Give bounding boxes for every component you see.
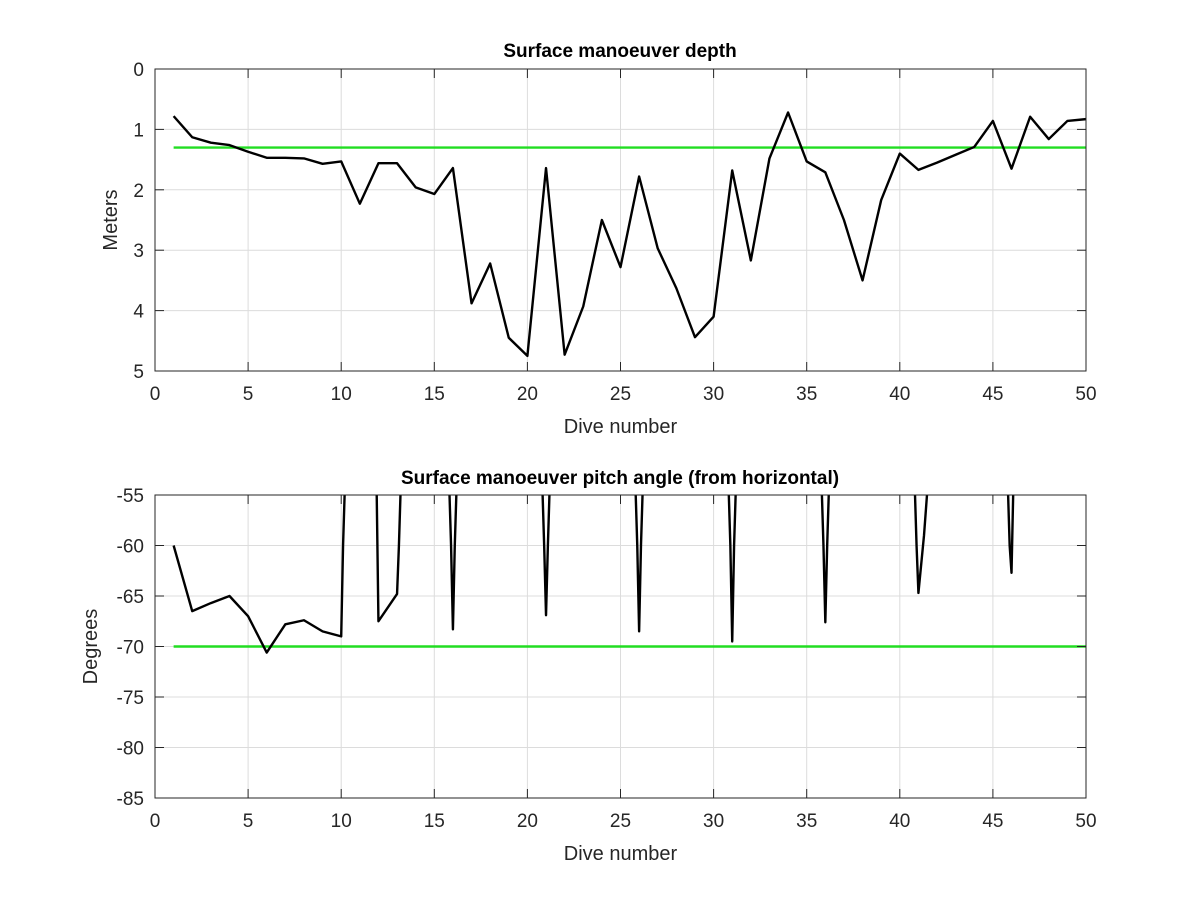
pitch-y-tick-label: -55 [117, 486, 144, 507]
depth-x-tick-label: 35 [796, 384, 817, 405]
pitch-tick-labels: 0 5 10 15 20 25 30 35 40 45 50 -55 -60 -65 -70 -75 -80 -8… [117, 486, 1097, 832]
depth-y-tick-label: 3 [133, 241, 144, 262]
pitch-panel: Surface manoeuver pitch angle (from hori… [80, 468, 1097, 865]
pitch-y-tick-label: -60 [117, 537, 144, 558]
pitch-x-tick-label: 25 [610, 811, 631, 832]
pitch-x-tick-label: 30 [703, 811, 724, 832]
depth-x-tick-label: 0 [150, 384, 161, 405]
pitch-x-tick-label: 35 [796, 811, 817, 832]
depth-x-tick-label: 25 [610, 384, 631, 405]
pitch-x-tick-label: 10 [331, 811, 352, 832]
pitch-x-tick-label: 45 [982, 811, 1003, 832]
pitch-x-tick-label: 50 [1075, 811, 1096, 832]
pitch-x-tick-label: 40 [889, 811, 910, 832]
pitch-ticks [154, 494, 1087, 799]
depth-y-tick-label: 5 [133, 362, 144, 383]
depth-y-axis-label: Meters [100, 189, 122, 250]
pitch-y-tick-label: -70 [117, 638, 144, 659]
depth-x-tick-label: 15 [424, 384, 445, 405]
pitch-y-tick-label: -80 [117, 739, 144, 760]
depth-ticks [154, 68, 1087, 372]
pitch-y-tick-label: -75 [117, 688, 144, 709]
depth-x-tick-label: 10 [331, 384, 352, 405]
pitch-x-tick-label: 20 [517, 811, 538, 832]
pitch-x-tick-label: 15 [424, 811, 445, 832]
pitch-chart-title: Surface manoeuver pitch angle (from hori… [401, 468, 839, 489]
depth-data-line [172, 111, 1086, 358]
pitch-y-axis-label: Degrees [80, 609, 102, 685]
depth-x-tick-label: 45 [982, 384, 1003, 405]
depth-y-tick-label: 2 [133, 181, 144, 202]
depth-y-tick-label: 1 [133, 120, 144, 141]
pitch-y-tick-label: -85 [117, 789, 144, 810]
depth-y-tick-label: 0 [133, 60, 144, 81]
pitch-x-tick-label: 0 [150, 811, 161, 832]
pitch-x-tick-label: 5 [243, 811, 254, 832]
depth-x-tick-label: 30 [703, 384, 724, 405]
pitch-data-line [172, 495, 1015, 654]
depth-x-axis-label: Dive number [564, 416, 678, 438]
depth-grid [154, 68, 1087, 372]
depth-x-tick-label: 20 [517, 384, 538, 405]
depth-panel: Surface manoeuver depth 0 5 10 15 20 25 30 35 40… [100, 41, 1097, 438]
depth-series [172, 111, 1086, 358]
pitch-x-axis-label: Dive number [564, 843, 678, 865]
pitch-series [172, 495, 1015, 654]
pitch-y-tick-label: -65 [117, 587, 144, 608]
depth-x-tick-label: 5 [243, 384, 254, 405]
depth-x-tick-label: 40 [889, 384, 910, 405]
depth-chart-title: Surface manoeuver depth [503, 41, 736, 62]
depth-x-tick-label: 50 [1075, 384, 1096, 405]
depth-y-tick-label: 4 [133, 302, 144, 323]
